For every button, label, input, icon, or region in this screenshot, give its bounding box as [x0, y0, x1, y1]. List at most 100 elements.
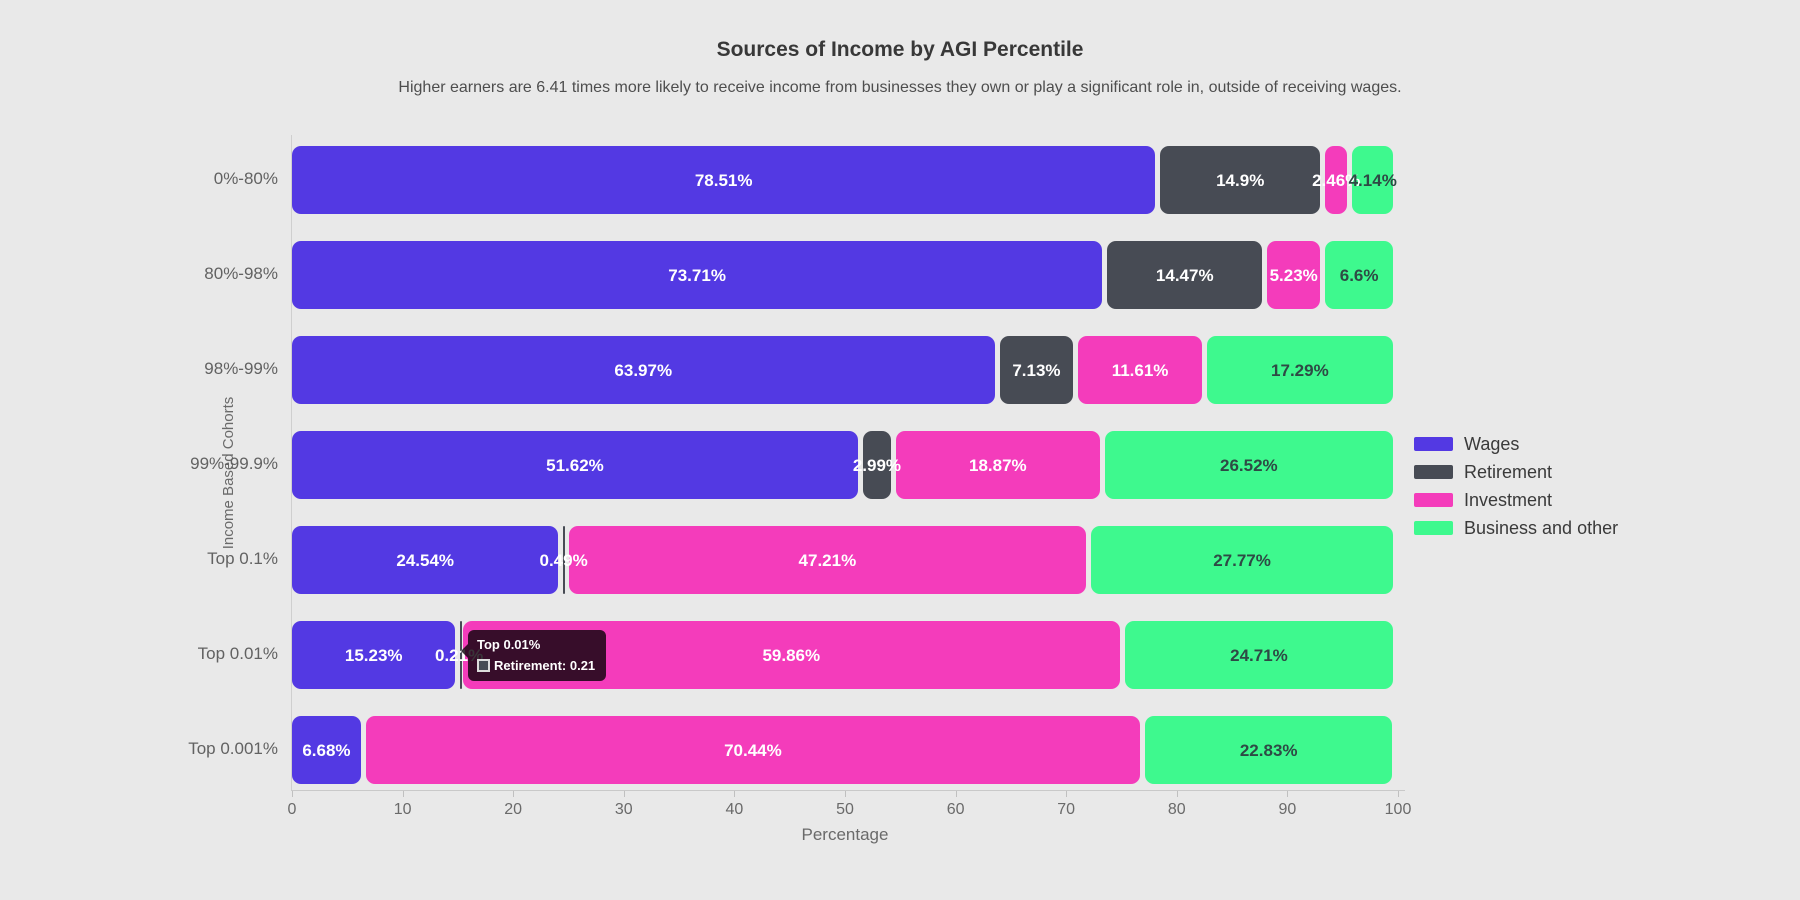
- bar-segment-retirement[interactable]: [563, 526, 566, 594]
- y-axis-label: 0%-80%: [213, 169, 278, 188]
- x-tick-label: 70: [1057, 801, 1076, 818]
- legend-swatch: [1414, 521, 1453, 535]
- tooltip-series-swatch: [477, 659, 490, 672]
- segment-value-label: 26.52%: [1220, 456, 1278, 475]
- tooltip-caret: [461, 644, 468, 658]
- legend-item-retirement[interactable]: Retirement: [1414, 458, 1618, 486]
- segment-value-label: 4.14%: [1348, 171, 1397, 190]
- segment-value-label: 24.54%: [396, 551, 455, 570]
- legend-swatch: [1414, 493, 1453, 507]
- segment-value-label: 2.99%: [852, 456, 902, 475]
- bar-segment-wages[interactable]: [292, 526, 559, 594]
- x-tick-label: 30: [614, 801, 633, 818]
- bar-segment-investment[interactable]: [895, 431, 1100, 499]
- segment-value-label: 11.61%: [1111, 361, 1169, 380]
- legend-label: Wages: [1464, 433, 1520, 454]
- legend-item-investment[interactable]: Investment: [1414, 486, 1618, 514]
- x-tick-mark: [734, 791, 736, 797]
- x-tick-label: 10: [393, 801, 412, 818]
- y-axis-label: 98%-99%: [204, 359, 278, 378]
- legend-label: Retirement: [1464, 461, 1553, 482]
- bar-segment-business-and-other[interactable]: [1124, 621, 1394, 689]
- x-tick-label: 100: [1384, 801, 1412, 818]
- x-tick-mark: [623, 791, 625, 797]
- bar-segment-wages[interactable]: [292, 621, 456, 689]
- segment-value-label: 51.62%: [546, 456, 604, 475]
- bar-segment-investment[interactable]: [568, 526, 1086, 594]
- segment-value-label: 2.46%: [1312, 171, 1361, 190]
- x-tick-mark: [402, 791, 404, 797]
- legend-item-wages[interactable]: Wages: [1414, 430, 1618, 458]
- segment-value-label: 24.71%: [1230, 646, 1288, 665]
- x-tick-mark: [292, 791, 293, 797]
- segment-value-label: 14.47%: [1155, 266, 1214, 285]
- segment-value-label: 6.6%: [1339, 266, 1379, 285]
- tooltip: Top 0.01% Retirement: 0.21: [461, 630, 607, 681]
- x-tick-label: 60: [946, 801, 965, 818]
- y-axis-label: 99%-99.9%: [190, 454, 278, 473]
- segment-value-label: 17.29%: [1271, 361, 1329, 380]
- y-axis-label: 80%-98%: [204, 264, 278, 283]
- bar-segment-investment[interactable]: [365, 716, 1140, 784]
- x-tick-label: 0: [287, 801, 297, 818]
- segment-value-label: 63.97%: [614, 361, 673, 380]
- x-tick-label: 50: [836, 801, 854, 818]
- segment-value-label: 6.68%: [302, 741, 351, 760]
- segment-value-label: 59.86%: [762, 646, 821, 665]
- x-tick-label: 40: [725, 801, 744, 818]
- bar-segment-wages[interactable]: [292, 716, 361, 784]
- y-axis-label: Top 0.1%: [207, 549, 278, 568]
- x-tick-mark: [513, 791, 515, 797]
- bar-segment-wages[interactable]: [292, 336, 995, 404]
- bar-segment-wages[interactable]: [292, 431, 858, 499]
- x-tick-label: 80: [1167, 801, 1186, 818]
- bar-segment-business-and-other[interactable]: [1090, 526, 1394, 594]
- segment-value-label: 15.23%: [344, 646, 403, 665]
- bar-segment-investment[interactable]: [1078, 336, 1202, 404]
- bar-segment-retirement[interactable]: [1160, 146, 1321, 214]
- bar-segment-business-and-other[interactable]: [1144, 716, 1393, 784]
- legend-swatch: [1414, 437, 1453, 451]
- segment-value-label: 27.77%: [1213, 551, 1271, 570]
- bar-segment-business-and-other[interactable]: [1325, 241, 1394, 309]
- legend: Wages Retirement Investment Business and ot…: [1414, 430, 1618, 542]
- bar-segment-business-and-other[interactable]: [1104, 431, 1393, 499]
- tooltip-title: Top 0.01%: [477, 637, 541, 652]
- x-tick-mark: [845, 791, 846, 797]
- legend-swatch: [1414, 465, 1453, 479]
- segment-value-label: 0.49%: [539, 551, 588, 570]
- segment-value-label: 5.23%: [1269, 266, 1318, 285]
- segment-value-label: 78.51%: [694, 171, 753, 190]
- bar-segment-business-and-other[interactable]: [1352, 146, 1394, 214]
- bar-segment-investment[interactable]: [1325, 146, 1348, 214]
- segment-value-label: 70.44%: [724, 741, 782, 760]
- tooltip-value-text: Retirement: 0.21: [494, 658, 596, 673]
- bar-segment-business-and-other[interactable]: [1206, 336, 1393, 404]
- segment-value-label: 18.87%: [968, 456, 1027, 475]
- legend-item-business-and-other[interactable]: Business and other: [1414, 514, 1618, 542]
- segment-value-label: 7.13%: [1012, 361, 1061, 380]
- x-tick-mark: [955, 791, 957, 797]
- x-axis-title: Percentage: [801, 825, 889, 844]
- segment-value-label: 22.83%: [1239, 741, 1298, 760]
- legend-label: Investment: [1464, 489, 1553, 510]
- bar-segment-retirement[interactable]: [1107, 241, 1263, 309]
- segment-value-label: 73.71%: [668, 266, 726, 285]
- x-tick-mark: [1066, 791, 1068, 797]
- y-axis-line: [291, 135, 292, 790]
- bar-segment-investment[interactable]: [1267, 241, 1321, 309]
- bar-segment-wages[interactable]: [292, 146, 1156, 214]
- tooltip-body: Retirement: 0.21: [477, 658, 595, 673]
- y-axis-label: Top 0.01%: [197, 644, 278, 663]
- chart-title: Sources of Income by AGI Percentile: [716, 38, 1084, 61]
- bar-segment-wages[interactable]: [292, 241, 1103, 309]
- x-tick-mark: [1398, 791, 1399, 797]
- legend-label: Business and other: [1464, 517, 1619, 538]
- segment-value-label: 14.9%: [1216, 171, 1265, 190]
- bar-segment-retirement[interactable]: [999, 336, 1074, 404]
- y-axis-label: Top 0.001%: [188, 739, 278, 758]
- bar-segment-retirement[interactable]: [862, 431, 891, 499]
- x-tick-label: 20: [504, 801, 523, 818]
- chart-subtitle: Higher earners are 6.41 times more likel…: [398, 79, 1402, 96]
